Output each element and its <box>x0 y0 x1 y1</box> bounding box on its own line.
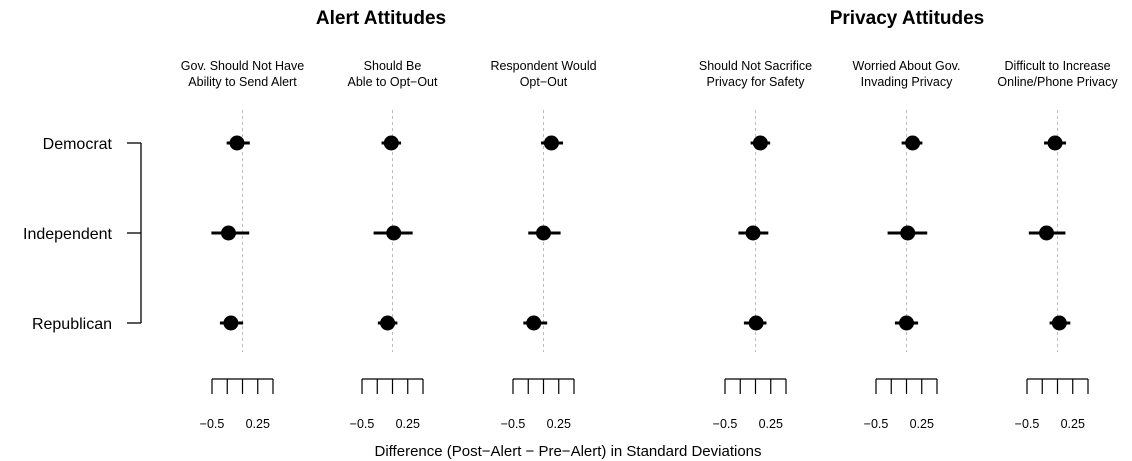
x-tick-label: 0.25 <box>759 417 783 431</box>
panel-title-line: Privacy for Safety <box>707 75 806 89</box>
group-title-alert: Alert Attitudes <box>316 8 446 29</box>
panel-title-line: Should Not Sacrifice <box>699 59 812 73</box>
panel-title: Difficult to Increase Online/Phone Privac… <box>997 59 1118 89</box>
x-tick-label: −0.5 <box>1015 417 1040 431</box>
point-republican <box>1051 315 1067 331</box>
row-label-republican: Republican <box>32 316 112 333</box>
panel-3: Respondent Would Opt−Out −0.5 0.25 <box>490 59 596 431</box>
x-axis-label: Difference (Post−Alert − Pre−Alert) in S… <box>375 443 762 460</box>
x-axis <box>875 378 938 394</box>
panel-title: Worried About Gov. Invading Privacy <box>853 59 961 89</box>
point-independent <box>900 225 916 241</box>
point-democrat <box>1047 135 1063 151</box>
panel-title-line: Ability to Send Alert <box>188 75 297 89</box>
panel-title-line: Respondent Would <box>490 59 596 73</box>
panel-title-line: Worried About Gov. <box>853 59 961 73</box>
point-democrat <box>905 135 921 151</box>
x-axis <box>724 378 787 394</box>
point-independent <box>220 225 236 241</box>
x-tick-label: 0.25 <box>396 417 420 431</box>
point-democrat <box>229 135 245 151</box>
panel-title: Respondent Would Opt−Out <box>490 59 596 89</box>
panel-title: Should Not Sacrifice Privacy for Safety <box>699 59 812 89</box>
point-independent <box>386 225 402 241</box>
panel-title-line: Difficult to Increase <box>1004 59 1110 73</box>
point-republican <box>380 315 396 331</box>
x-axis <box>211 378 274 394</box>
point-democrat <box>752 135 768 151</box>
panel-6: Difficult to Increase Online/Phone Privac… <box>997 59 1118 431</box>
panel-title-line: Opt−Out <box>520 75 568 89</box>
panels-layer: Gov. Should Not Have Ability to Send Aler… <box>181 59 1119 431</box>
panel-4: Should Not Sacrifice Privacy for Safety −0… <box>699 59 812 431</box>
point-independent <box>536 225 551 241</box>
point-democrat <box>383 135 399 151</box>
titles-layer: Alert Attitudes Privacy Attitudes <box>316 8 984 29</box>
row-bracket <box>127 142 142 324</box>
panel-2: Should Be Able to Opt−Out −0.5 0.25 <box>348 59 439 431</box>
panel-title: Gov. Should Not Have Ability to Send Aler… <box>181 59 304 89</box>
point-independent <box>1039 225 1055 241</box>
x-tick-label: −0.5 <box>864 417 889 431</box>
point-independent <box>745 225 761 241</box>
panel-title-line: Should Be <box>364 59 422 73</box>
point-republican <box>748 315 764 331</box>
x-axis <box>1026 378 1089 394</box>
x-tick-label: −0.5 <box>501 417 526 431</box>
x-tick-label: 0.25 <box>547 417 571 431</box>
row-label-independent: Independent <box>23 226 113 243</box>
row-labels: Democrat Independent Republican <box>23 136 142 333</box>
panel-title-line: Able to Opt−Out <box>348 75 439 89</box>
x-tick-label: 0.25 <box>910 417 934 431</box>
panel-1: Gov. Should Not Have Ability to Send Aler… <box>181 59 304 431</box>
panel-5: Worried About Gov. Invading Privacy −0.5 0.… <box>853 59 961 431</box>
panel-title-line: Online/Phone Privacy <box>997 75 1118 89</box>
group-title-privacy: Privacy Attitudes <box>830 8 985 29</box>
panel-title-line: Gov. Should Not Have <box>181 59 304 73</box>
x-tick-label: 0.25 <box>1061 417 1085 431</box>
x-tick-label: −0.5 <box>713 417 738 431</box>
x-tick-label: −0.5 <box>200 417 225 431</box>
point-republican <box>223 315 239 331</box>
point-republican <box>526 315 542 331</box>
x-axis <box>512 378 575 394</box>
point-republican <box>899 315 914 331</box>
panel-title: Should Be Able to Opt−Out <box>348 59 439 89</box>
row-label-democrat: Democrat <box>43 136 113 153</box>
point-democrat <box>543 135 559 151</box>
x-tick-label: 0.25 <box>246 417 270 431</box>
x-axis <box>361 378 424 394</box>
x-tick-label: −0.5 <box>350 417 375 431</box>
panel-title-line: Invading Privacy <box>861 75 953 89</box>
